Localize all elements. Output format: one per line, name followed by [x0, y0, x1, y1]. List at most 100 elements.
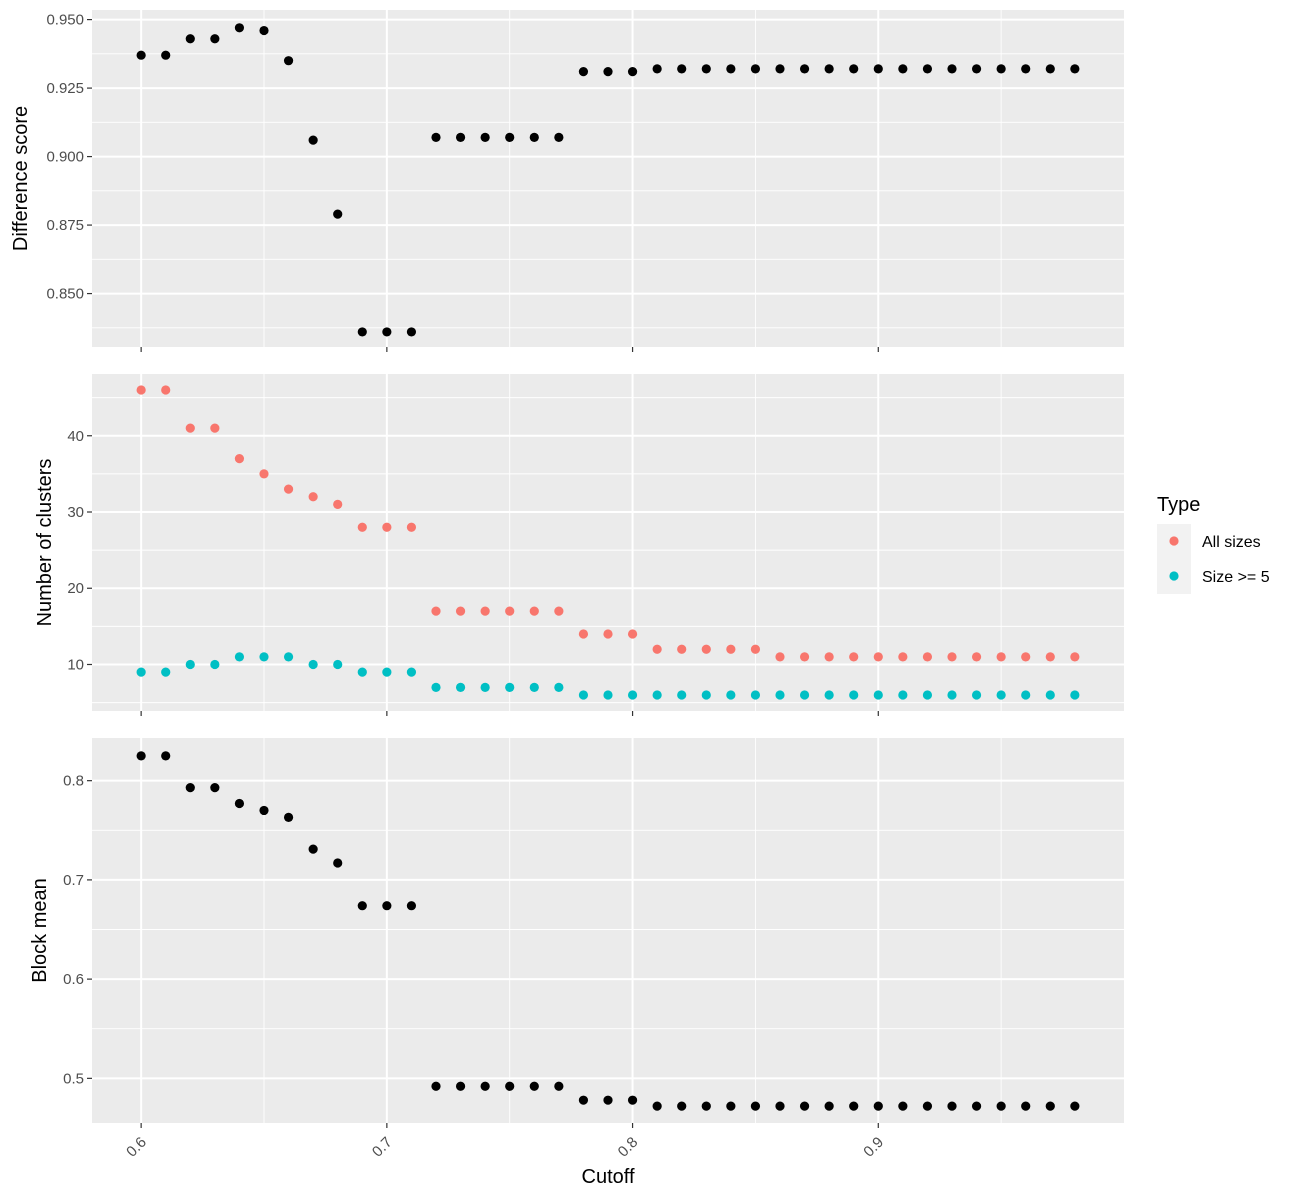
data-point [455, 606, 466, 616]
data-point [406, 522, 417, 532]
legend-label: Size >= 5 [1202, 569, 1270, 586]
data-point [824, 690, 834, 700]
data-point [750, 1101, 761, 1111]
y-tick-label: 10 [67, 656, 84, 673]
data-point [382, 901, 392, 911]
data-point [136, 385, 146, 395]
data-point [824, 64, 834, 74]
data-point [1070, 64, 1080, 74]
data-point [480, 132, 490, 143]
data-point [922, 652, 933, 662]
y-axis-title: Number of clusters [34, 459, 56, 627]
x-tick-label: 0.6 [123, 1134, 150, 1161]
data-point [333, 499, 343, 509]
data-point [357, 667, 367, 677]
data-point [775, 1101, 785, 1111]
y-tick-label: 0.950 [46, 12, 84, 29]
data-point [775, 652, 785, 662]
data-point [922, 1101, 933, 1111]
data-point [1045, 652, 1055, 662]
panel-2: 10 20 30 40 Number of clusters [34, 374, 1124, 716]
data-point [677, 644, 687, 654]
data-point [1021, 652, 1031, 662]
data-point [161, 385, 171, 395]
data-point [480, 1081, 490, 1091]
data-point [898, 690, 908, 700]
data-point [947, 64, 957, 74]
legend-key [1169, 536, 1179, 546]
data-point [505, 1081, 515, 1091]
y-tick-label: 40 [67, 428, 84, 445]
data-point [799, 652, 810, 662]
x-axis: 0.6 0.7 0.8 0.9 [123, 1134, 887, 1161]
data-point [382, 667, 392, 677]
data-point [308, 492, 318, 502]
y-tick-label: 0.850 [46, 286, 84, 303]
data-point [455, 1081, 466, 1091]
data-point [529, 682, 539, 692]
y-tick-label: 20 [67, 580, 84, 597]
data-point [1045, 1101, 1055, 1111]
data-point [259, 805, 269, 816]
data-point [308, 135, 318, 145]
y-tick-label: 30 [67, 504, 84, 521]
data-point [308, 844, 318, 854]
data-point [603, 67, 613, 77]
data-point [971, 1101, 982, 1111]
data-point [554, 682, 564, 692]
data-point [1070, 1101, 1080, 1111]
data-point [726, 690, 736, 700]
data-point [554, 1081, 564, 1091]
panel-1: 0.850 0.875 0.900 0.925 0.950 Difference scor… [10, 10, 1124, 352]
data-point [971, 64, 982, 74]
data-point [947, 1101, 957, 1111]
data-point [259, 25, 269, 36]
data-point [627, 690, 638, 700]
data-point [971, 690, 982, 700]
data-point [161, 667, 171, 677]
legend-key [1169, 571, 1179, 581]
data-point [701, 644, 711, 654]
data-point [529, 606, 539, 616]
data-point [136, 667, 146, 677]
legend-label: All sizes [1202, 534, 1261, 551]
data-point [234, 454, 245, 464]
data-point [750, 64, 761, 74]
data-point [431, 682, 441, 692]
panel-3: 0.5 0.6 0.7 0.8 Block mean [29, 738, 1124, 1128]
data-point [652, 1101, 662, 1111]
data-point [308, 659, 318, 670]
data-point [922, 690, 933, 700]
data-point [382, 327, 392, 337]
data-point [996, 64, 1006, 74]
y-tick-label: 0.7 [63, 872, 84, 889]
data-point [677, 1101, 687, 1111]
data-point [333, 209, 343, 219]
data-point [431, 1081, 441, 1091]
data-point [210, 783, 220, 793]
data-point [136, 751, 146, 761]
data-point [603, 690, 613, 700]
data-point [726, 64, 736, 74]
data-point [480, 606, 490, 616]
data-point [185, 783, 195, 793]
data-point [554, 132, 564, 143]
y-tick-label: 0.6 [63, 971, 84, 988]
data-point [701, 64, 711, 74]
data-point [578, 1095, 589, 1105]
data-point [333, 659, 343, 670]
data-point [185, 423, 195, 433]
data-point [627, 629, 638, 639]
data-point [947, 652, 957, 662]
panel-background [92, 738, 1124, 1123]
legend-key-background [1157, 524, 1191, 594]
data-point [406, 667, 417, 677]
data-point [578, 67, 589, 77]
data-point [726, 1101, 736, 1111]
data-point [382, 522, 392, 532]
data-point [136, 50, 146, 60]
data-point [799, 690, 810, 700]
data-point [161, 50, 171, 60]
data-point [775, 64, 785, 74]
